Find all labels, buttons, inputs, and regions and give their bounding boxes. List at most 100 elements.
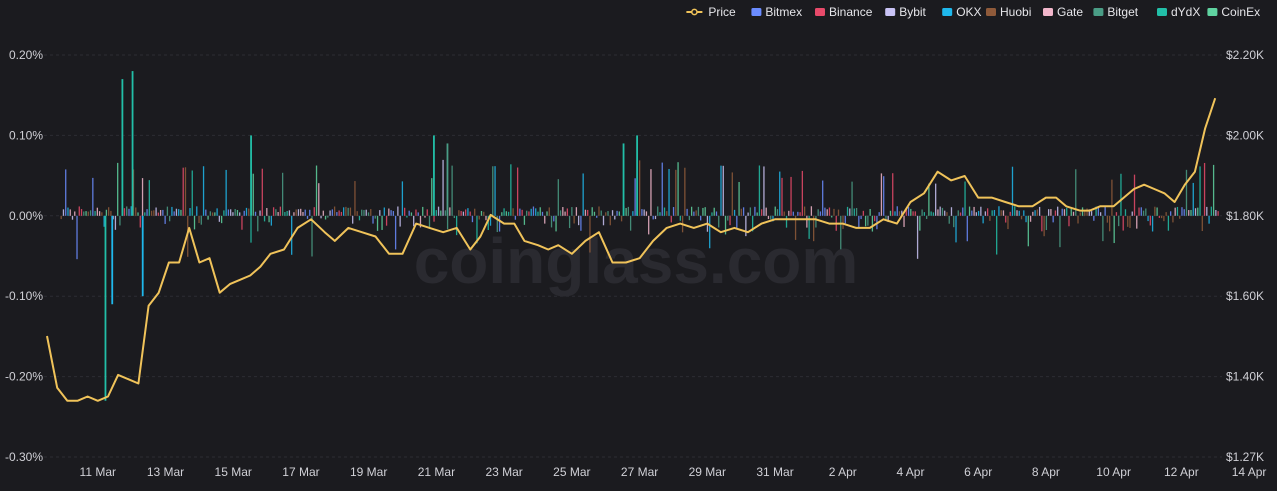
funding-bar [89,210,92,216]
funding-bar [245,207,248,216]
legend-label: CoinEx [1221,5,1260,19]
funding-bar [858,215,860,229]
funding-bar [455,215,458,236]
funding-bar [83,211,85,216]
funding-bar [946,212,948,216]
funding-bar [234,209,236,216]
funding-bar [652,215,654,220]
legend-item-huobi[interactable]: Huobi [986,5,1031,19]
funding-bar [1206,206,1208,216]
funding-bar [272,207,275,216]
funding-bar [622,143,625,216]
funding-bar [765,207,767,216]
x-tick-label: 25 Mar [553,465,590,479]
funding-bar [627,206,630,216]
funding-bar [252,173,254,216]
funding-bar [1079,212,1081,216]
funding-bar [921,209,923,216]
funding-bar [349,207,352,216]
funding-bar [324,215,327,220]
funding-bar [74,211,76,216]
funding-bar [704,207,706,216]
funding-bar [964,181,966,216]
funding-bar [973,206,975,216]
price-line-layer [46,97,1217,402]
funding-bar [937,209,939,216]
funding-bar [790,176,792,216]
funding-bar [433,135,435,216]
funding-bar [871,215,874,232]
funding-bar [465,209,467,216]
legend-item-binance[interactable]: Binance [815,5,873,19]
funding-bar [1059,215,1061,248]
funding-bar [157,212,160,216]
funding-bar [808,215,810,239]
legend-item-okx[interactable]: OKX [942,5,982,19]
legend-item-dydx[interactable]: dYdX [1157,5,1200,19]
funding-bar [198,215,200,224]
funding-bar [950,207,953,216]
funding-bar [333,206,336,216]
funding-bar [688,215,691,221]
funding-bar [742,207,745,216]
legend-label: dYdX [1171,5,1200,19]
funding-bar [1029,215,1032,222]
funding-bar [191,170,193,216]
funding-bar [709,215,711,249]
funding-bar [754,206,756,216]
funding-bar [792,211,794,216]
funding-bar [225,169,227,216]
funding-bar [684,167,686,216]
funding-bar [196,206,198,216]
funding-bar [1170,211,1172,216]
funding-bar [727,215,729,221]
funding-bar [819,211,822,216]
funding-bar [989,215,991,221]
funding-bar [98,211,101,216]
legend-swatch [751,8,762,16]
legend-item-coinex[interactable]: CoinEx [1207,5,1260,19]
funding-bar [383,207,385,216]
funding-bar [327,215,329,218]
funding-bar [266,208,268,216]
legend[interactable]: Price Bitmex Binance Bybit OKX Huobi Gate Bitge… [686,5,1260,19]
funding-bar [216,208,218,216]
funding-bar [462,211,465,216]
legend-item-bitmex[interactable]: Bitmex [751,5,802,19]
funding-bar [1061,208,1063,216]
funding-bar [476,215,478,244]
legend-item-bybit[interactable]: Bybit [885,5,927,19]
funding-bar [352,215,354,224]
funding-bar [571,207,573,216]
funding-bar [313,207,315,216]
funding-bar [1066,207,1068,216]
funding-bar [121,79,124,216]
funding-bar [1025,215,1027,223]
legend-swatch [986,8,996,16]
legend-item-bitget[interactable]: Bitget [1093,5,1139,19]
funding-bar [263,215,266,222]
funding-bar [406,215,408,218]
y-right-tick-label: $1.80K [1226,209,1264,223]
funding-bar [94,211,96,216]
funding-bar [693,211,695,216]
funding-bar [955,215,957,243]
funding-bar [756,212,758,216]
funding-bar [171,206,173,216]
funding-bar [178,209,180,216]
funding-bar [851,181,853,216]
funding-bar [1070,208,1072,216]
funding-bar [363,210,365,216]
legend-swatch [1207,8,1218,16]
y-left-tick-label: 0.20% [9,48,43,62]
funding-bar [162,209,164,216]
funding-bar [555,215,557,232]
funding-bar [530,208,532,216]
funding-bar [898,211,901,216]
watermark: coinglass.com [414,225,859,297]
legend-item-price[interactable]: Price [686,5,736,19]
legend-item-gate[interactable]: Gate [1043,5,1083,19]
funding-bar [1054,210,1057,216]
funding-bar [159,209,162,216]
